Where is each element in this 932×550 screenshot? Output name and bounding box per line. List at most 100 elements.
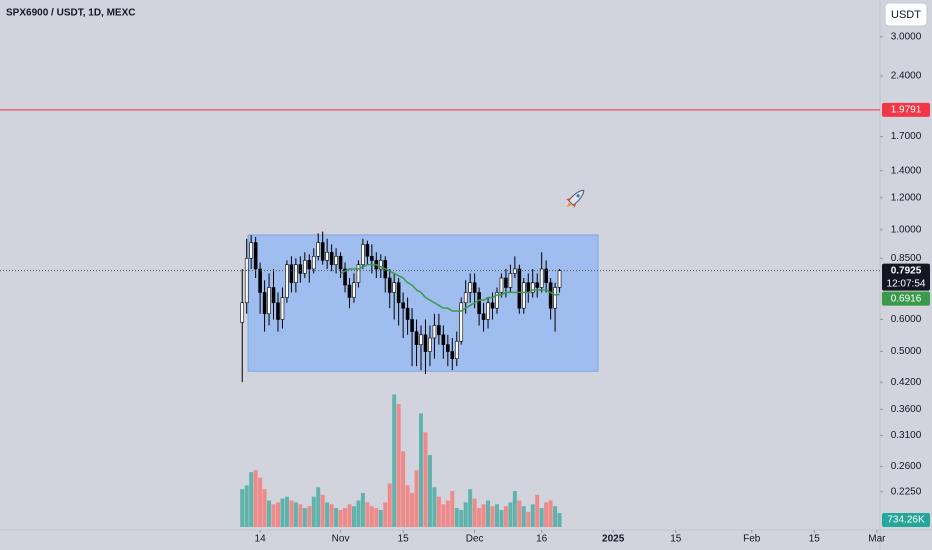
candle-body	[410, 319, 414, 332]
candle-body	[316, 242, 321, 257]
volume-bar	[436, 496, 441, 527]
candle-body	[441, 334, 446, 345]
candle-body	[437, 325, 441, 336]
volume-bar	[240, 489, 245, 527]
x-tick-label: 14	[255, 534, 267, 545]
volume-bar	[539, 508, 544, 527]
volume-bar	[289, 500, 294, 527]
volume-bar	[396, 403, 401, 527]
candle-body	[294, 264, 298, 283]
candle-body	[495, 292, 499, 309]
candle-body	[526, 282, 531, 293]
volume-bar	[503, 506, 508, 527]
volume-bar	[356, 500, 361, 527]
volume-bar	[298, 504, 303, 527]
candle-body	[508, 273, 513, 288]
moving-average-line	[340, 263, 560, 312]
candle-body	[276, 302, 280, 320]
volume-bar	[521, 506, 526, 527]
candle-body	[311, 255, 316, 270]
y-tick-label: 0.6000	[891, 314, 922, 325]
volume-bar	[557, 513, 562, 527]
x-tick-label: 15	[809, 534, 821, 545]
volume-bar	[419, 413, 424, 527]
candle-body	[240, 302, 245, 323]
y-tick-label: 1.4000	[891, 165, 922, 176]
candle-body	[548, 282, 553, 309]
candle-body	[271, 287, 276, 304]
candle-body	[249, 242, 253, 259]
volume-bar	[311, 496, 316, 527]
candle-body	[343, 268, 347, 286]
candle-body	[557, 270, 562, 288]
currency-button[interactable]: USDT	[884, 2, 928, 27]
volume-bar	[316, 487, 321, 527]
candle-body	[387, 277, 392, 293]
candle-body	[454, 340, 459, 360]
currency-button-box[interactable]	[884, 2, 928, 27]
volume-bar	[369, 506, 374, 527]
volume-bar	[280, 498, 285, 527]
x-tick-label: 2025	[602, 534, 625, 545]
candle-body	[468, 282, 472, 293]
candle-body	[477, 292, 481, 315]
candle-body	[280, 297, 285, 320]
volume-bar	[494, 504, 499, 527]
x-tick-label: Feb	[743, 534, 761, 545]
volume-bar	[360, 492, 365, 527]
candle-body	[262, 292, 267, 315]
candle-body	[267, 287, 271, 315]
rocket-fins	[566, 197, 577, 208]
y-tick-label: 0.3600	[891, 404, 922, 415]
candle-body	[352, 282, 356, 298]
candle-body	[539, 268, 544, 288]
volume-bar	[481, 504, 486, 527]
rocket-icon	[566, 189, 585, 208]
rocket-body	[568, 189, 585, 206]
volume-bar	[374, 508, 379, 527]
currency-button-label[interactable]: USDT	[891, 9, 921, 21]
y-tick-label: 3.0000	[891, 31, 922, 42]
candle-body	[419, 334, 423, 345]
candle-body	[517, 268, 522, 309]
hline-label-box	[882, 102, 930, 117]
volume-bar	[249, 472, 254, 527]
y-tick-label: 0.2250	[891, 486, 922, 497]
volume-bar	[325, 502, 330, 527]
volume-bar	[392, 394, 397, 527]
rocket-window	[576, 194, 580, 198]
volume-bar	[343, 508, 348, 527]
candle-body	[244, 258, 249, 304]
candle-body	[499, 277, 504, 293]
volume-bar	[530, 504, 535, 527]
candle-body	[396, 282, 401, 304]
candle-body	[258, 268, 262, 293]
y-tick-label: 0.4200	[891, 377, 922, 388]
candle-body	[423, 334, 428, 352]
candle-body	[378, 260, 383, 270]
volume-bar	[423, 432, 428, 527]
candle-body	[486, 302, 490, 320]
volume-bar	[477, 508, 482, 527]
candle-body	[253, 242, 258, 270]
volume-bar	[544, 502, 549, 527]
last-price-label: 0.7925	[891, 265, 922, 276]
candle-body	[472, 282, 477, 293]
candle-body	[289, 264, 294, 283]
volume-bar	[253, 470, 258, 527]
volume-bar	[401, 451, 406, 527]
volume-bar	[445, 500, 450, 527]
volume-bar	[329, 504, 334, 527]
candle-body	[428, 337, 432, 352]
volume-bar	[548, 500, 553, 527]
x-tick-label: Mar	[868, 534, 886, 545]
volume-bar	[472, 498, 477, 527]
y-tick-label: 0.5000	[891, 346, 922, 357]
x-tick-label: Nov	[332, 534, 350, 545]
volume-bar	[334, 508, 339, 527]
x-tick-label: Dec	[466, 534, 484, 545]
candle-body	[521, 282, 526, 309]
ma-label: 0.6916	[891, 293, 922, 304]
